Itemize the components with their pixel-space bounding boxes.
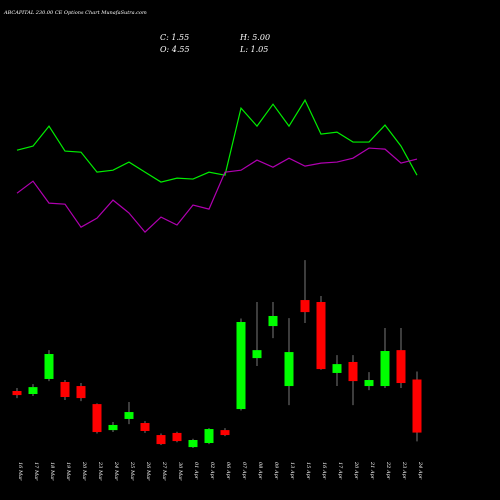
candle-body [92, 404, 102, 433]
x-tick-label: 27 Mar [161, 461, 167, 481]
indicator-line [16, 147, 418, 233]
candle-body [300, 300, 310, 313]
x-tick-label: 09 Apr [273, 462, 279, 480]
candle-body [380, 351, 390, 387]
x-tick-label: 24 Apr [417, 461, 423, 480]
x-tick-label: 26 Mar [145, 461, 151, 481]
low-info: L: 1.05 [239, 45, 268, 54]
candle-body [332, 364, 342, 373]
candle-body [140, 423, 150, 431]
candle-body [108, 424, 118, 431]
candle-body [236, 322, 246, 410]
x-tick-label: 23 Apr [401, 461, 407, 480]
x-tick-label: 02 Apr [209, 462, 215, 480]
candle-body [316, 302, 326, 370]
candle-body [348, 361, 358, 382]
x-tick-label: 17 Mar [33, 462, 39, 481]
x-tick-label: 15 Apr [305, 462, 311, 480]
x-tick-label: 16 Mar [17, 462, 23, 481]
x-tick-label: 21 Apr [369, 461, 375, 480]
candle-body [28, 387, 38, 395]
candle-body [172, 432, 182, 442]
x-tick-label: 01 Apr [193, 462, 199, 480]
candle-body [396, 350, 406, 384]
candle-body [412, 379, 422, 433]
candle-body [284, 352, 294, 387]
x-tick-label: 30 Mar [177, 462, 183, 481]
candle-body [220, 430, 230, 436]
candle-body [204, 429, 214, 444]
candle-body [188, 440, 198, 448]
x-tick-label: 20 Mar [81, 461, 87, 481]
chart-title: ABCAPITAL 230.00 CE Options Chart Munafa… [3, 10, 147, 16]
high-info: H: 5.00 [239, 33, 270, 42]
x-tick-label: 20 Apr [353, 461, 359, 480]
x-tick-label: 25 Mar [129, 461, 135, 481]
candle-body [76, 386, 86, 399]
candle-body [268, 315, 278, 327]
candle-body [156, 435, 166, 445]
x-tick-label: 24 Mar [113, 461, 119, 481]
open-info: O: 4.55 [160, 45, 190, 54]
indicator-line [16, 98, 418, 183]
candle-body [12, 391, 22, 396]
x-tick-label: 13 Apr [289, 462, 295, 480]
candle-body [124, 412, 134, 419]
x-tick-label: 08 Apr [257, 462, 263, 480]
x-tick-label: 16 Apr [321, 462, 327, 480]
candle-body [60, 381, 70, 398]
x-tick-label: 22 Apr [385, 461, 391, 480]
x-tick-label: 18 Mar [49, 462, 55, 481]
candle-body [44, 354, 54, 379]
x-tick-label: 07 Apr [241, 462, 247, 480]
candle-body [364, 380, 374, 387]
x-tick-label: 17 Apr [337, 462, 343, 480]
candle-body [252, 350, 262, 359]
close-info: C: 1.55 [160, 33, 189, 42]
x-tick-label: 06 Apr [225, 462, 231, 480]
x-tick-label: 19 Mar [65, 462, 71, 481]
x-tick-label: 23 Mar [97, 461, 103, 481]
